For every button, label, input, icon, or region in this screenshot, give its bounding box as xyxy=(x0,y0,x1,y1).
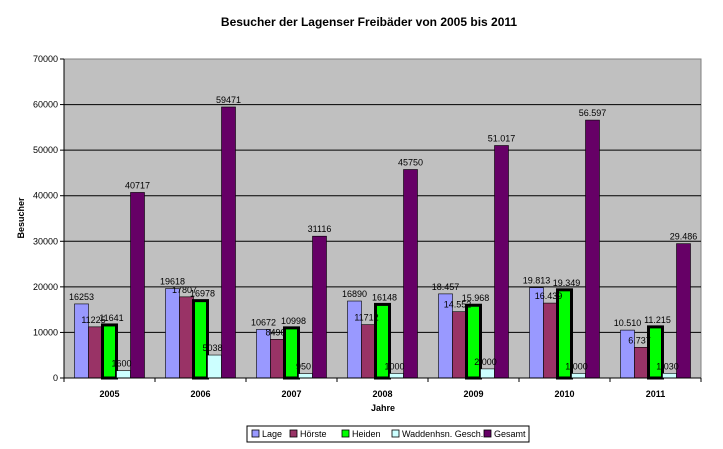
legend-swatch xyxy=(289,429,298,438)
legend-box xyxy=(246,425,530,443)
data-label: 16890 xyxy=(342,289,367,299)
x-axis-title: Jahre xyxy=(371,403,395,413)
legend-label: Hörste xyxy=(300,429,327,439)
legend-swatch xyxy=(341,429,350,438)
legend: Lage Hörste Heiden Waddenhsn. Gesch. Gesamt xyxy=(246,425,530,443)
data-label: 950 xyxy=(296,362,311,372)
data-label: 31116 xyxy=(308,224,332,234)
bar-heiden xyxy=(465,303,482,380)
x-tick-label: 2009 xyxy=(463,389,483,399)
bar-waddenhsn-gesch- xyxy=(571,373,586,379)
data-label: 17807 xyxy=(172,285,197,295)
bar-gesamt xyxy=(312,235,327,379)
data-label: 29.486 xyxy=(670,232,698,242)
legend-swatch xyxy=(391,429,400,438)
data-label: 11.215 xyxy=(644,315,671,325)
bar-gesamt xyxy=(585,119,600,379)
data-label: 40717 xyxy=(125,180,150,190)
data-label: 45750 xyxy=(398,158,423,168)
bars xyxy=(74,106,691,380)
legend-label: Heiden xyxy=(352,429,381,439)
legend-label: Gesamt xyxy=(494,429,526,439)
legend-swatch xyxy=(251,429,260,438)
data-label: 16978 xyxy=(190,289,215,299)
bar-h-rste xyxy=(452,311,467,379)
bar-waddenhsn-gesch- xyxy=(389,373,404,379)
y-tick-label: 10000 xyxy=(33,327,58,337)
data-label: 51.017 xyxy=(488,134,516,144)
data-label: 1600 xyxy=(111,359,131,369)
data-label: 10.510 xyxy=(614,318,642,328)
legend-swatch xyxy=(483,429,492,438)
bar-waddenhsn-gesch- xyxy=(207,354,222,379)
data-label: 8490 xyxy=(265,327,285,337)
bar-waddenhsn-gesch- xyxy=(298,373,313,379)
bar-waddenhsn-gesch- xyxy=(662,373,677,379)
bar-waddenhsn-gesch- xyxy=(480,368,495,379)
data-label: 16253 xyxy=(69,292,94,302)
x-tick-label: 2011 xyxy=(646,389,666,399)
x-tick-label: 2005 xyxy=(99,389,119,399)
chart-title: Besucher der Lagenser Freibäder von 2005… xyxy=(221,15,517,29)
x-tick-label: 2010 xyxy=(554,389,574,399)
data-label: 10672 xyxy=(251,317,276,327)
y-tick-label: 60000 xyxy=(33,100,58,110)
axes: 0 10000 20000 30000 40000 50000 60000 70000 2005… xyxy=(33,54,702,399)
data-label: 10998 xyxy=(281,316,306,326)
bar-gesamt xyxy=(676,243,691,379)
bar-h-rste xyxy=(270,339,285,379)
data-label: 16.439 xyxy=(535,291,563,301)
bar-h-rste xyxy=(543,302,558,379)
data-label: 2.000 xyxy=(474,357,497,367)
y-tick-label: 0 xyxy=(53,373,58,383)
data-label: 1.000 xyxy=(565,361,588,371)
bar-heiden xyxy=(192,299,209,380)
data-label: 6.737 xyxy=(628,335,651,345)
bar-gesamt xyxy=(221,106,236,379)
x-tick-label: 2008 xyxy=(372,389,392,399)
data-label: 11641 xyxy=(99,313,123,323)
y-tick-label: 70000 xyxy=(33,54,58,64)
legend-label: Lage xyxy=(262,429,282,439)
bar-h-rste xyxy=(361,324,376,379)
bar-waddenhsn-gesch- xyxy=(116,370,131,379)
bar-gesamt xyxy=(494,145,509,379)
y-tick-label: 20000 xyxy=(33,282,58,292)
bar-lage xyxy=(165,288,180,379)
bar-gesamt xyxy=(130,192,145,379)
data-label: 19.813 xyxy=(523,276,551,286)
x-tick-label: 2007 xyxy=(281,389,301,399)
data-label: 11225 xyxy=(81,315,105,325)
y-tick-label: 50000 xyxy=(33,145,58,155)
bar-h-rste xyxy=(88,326,103,379)
data-label: 15.968 xyxy=(462,293,490,303)
data-label: 19618 xyxy=(160,277,185,287)
data-label: 5038 xyxy=(202,343,222,353)
data-label: 16148 xyxy=(372,292,397,302)
data-label: 19.349 xyxy=(553,278,581,288)
data-label: 1000 xyxy=(384,361,404,371)
y-tick-label: 40000 xyxy=(33,191,58,201)
y-tick-label: 30000 xyxy=(33,236,58,246)
data-label: 18.457 xyxy=(432,282,460,292)
data-label: 1.030 xyxy=(656,361,679,371)
bar-h-rste xyxy=(179,296,194,379)
data-label: 11712 xyxy=(354,313,378,323)
data-label: 59471 xyxy=(216,95,241,105)
legend-label: Waddenhsn. Gesch. xyxy=(402,429,483,439)
data-label: 56.597 xyxy=(579,108,607,118)
bar-heiden xyxy=(101,323,118,380)
y-axis-title: Besucher xyxy=(16,197,26,239)
bar-gesamt xyxy=(403,169,418,379)
data-label: 14.552 xyxy=(444,300,472,310)
x-tick-label: 2006 xyxy=(190,389,210,399)
bar-h-rste xyxy=(634,346,649,379)
bar-lage xyxy=(529,287,544,379)
